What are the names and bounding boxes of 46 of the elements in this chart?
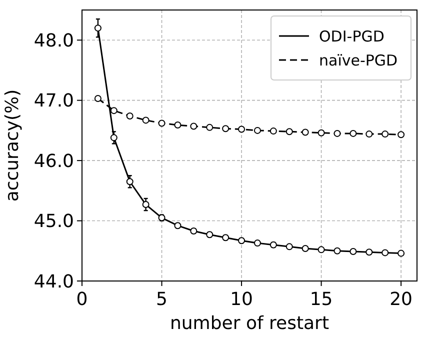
point xyxy=(126,112,134,120)
y-tick-label: 47.0 xyxy=(34,90,74,112)
point xyxy=(94,95,102,102)
y-tick-label: 46.0 xyxy=(34,150,74,172)
point xyxy=(318,246,325,254)
point xyxy=(254,126,261,134)
y-tick-label: 45.0 xyxy=(34,211,74,232)
point xyxy=(318,129,325,136)
point xyxy=(174,122,182,129)
x-tick-label: 20 xyxy=(390,289,412,310)
x-tick-label: 15 xyxy=(310,289,333,310)
point xyxy=(110,134,118,142)
y-axis-title: accuracy(%) xyxy=(2,89,23,202)
point xyxy=(382,249,389,256)
x-tick-label: 10 xyxy=(230,289,253,310)
point xyxy=(222,125,230,132)
point xyxy=(270,128,277,135)
point xyxy=(110,107,118,114)
y-tick-label: 44.0 xyxy=(34,271,74,292)
x-tick-label: 5 xyxy=(156,289,168,310)
point xyxy=(142,116,150,124)
point xyxy=(286,128,293,136)
point xyxy=(238,126,246,133)
point xyxy=(366,130,373,138)
x-tick-label: 0 xyxy=(76,289,88,310)
point xyxy=(366,248,373,256)
point xyxy=(206,124,214,131)
point xyxy=(334,130,341,137)
point xyxy=(302,244,309,252)
legend-label: naïve-PGD xyxy=(319,51,398,70)
point xyxy=(350,248,357,255)
point xyxy=(398,131,405,138)
point xyxy=(350,130,357,137)
point xyxy=(302,128,309,136)
point xyxy=(334,247,341,254)
point xyxy=(190,122,198,130)
point xyxy=(94,24,102,32)
point xyxy=(382,130,389,138)
point xyxy=(142,201,150,208)
point xyxy=(158,120,166,127)
point xyxy=(126,178,134,186)
y-tick-label: 48.0 xyxy=(34,30,74,52)
legend-label: ODI-PGD xyxy=(319,27,384,46)
point xyxy=(398,250,405,257)
x-axis-title: number of restart xyxy=(170,313,330,334)
point xyxy=(286,243,293,250)
